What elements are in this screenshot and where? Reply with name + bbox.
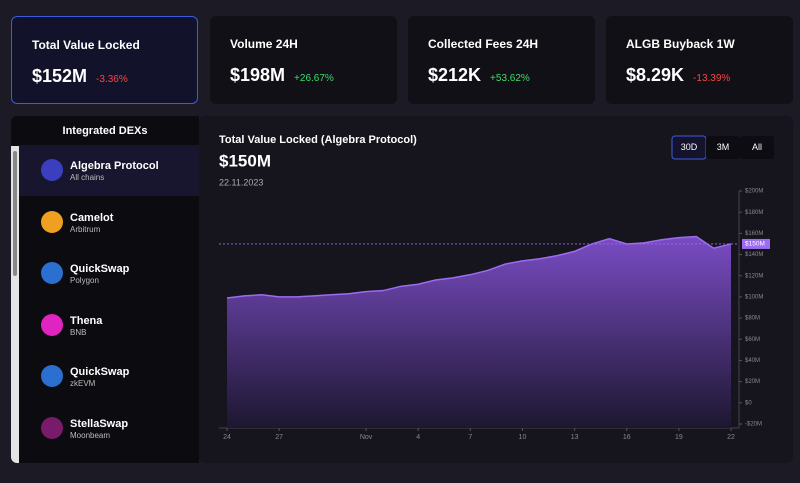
current-value-badge [742,238,770,249]
x-tick-label: 7 [468,434,472,441]
dex-chain: All chains [70,173,105,182]
x-tick-label: 24 [223,434,231,441]
stat-change: -3.36% [96,74,128,85]
dex-item[interactable]: Camelot Arbitrum [19,197,199,248]
chart-title: Total Value Locked (Algebra Protocol) [219,134,417,146]
y-tick-label: $140M [745,252,763,258]
dex-panel-title: Integrated DEXs [62,125,148,137]
dex-icon [41,365,63,387]
range-button-label[interactable]: 30D [681,142,698,152]
current-value-label: $150M [745,241,765,248]
stat-value: $212K [428,65,482,85]
range-button[interactable] [706,136,740,159]
y-tick-label: $200M [745,189,763,195]
y-tick-label: $180M [745,210,763,216]
dex-panel: Integrated DEXs Algebra Protocol All chai… [11,116,199,463]
dex-icon [41,313,63,336]
y-tick-label: $0 [745,400,752,406]
dex-chain: zkEVM [70,379,96,388]
x-tick-label: Nov [360,434,373,441]
stat-card[interactable]: Total Value Locked $152M -3.36% [11,16,198,104]
stat-value: $8.29K [626,65,685,85]
dex-item[interactable]: Algebra Protocol All chains [19,145,199,196]
y-tick-label: $100M [745,294,763,300]
range-button-label[interactable]: All [752,142,762,152]
dex-icon [41,210,63,233]
dex-name: Camelot [70,211,114,224]
x-tick-label: 4 [416,434,420,441]
stat-row: $8.29K -13.39% [626,65,793,86]
dex-name: Algebra Protocol [70,160,159,172]
stat-title: Total Value Locked [32,38,140,52]
y-tick-label: $160M [745,231,763,237]
stat-title: Volume 24H [230,37,298,51]
dex-chain: Moonbeam [70,430,111,440]
stat-change: +26.67% [294,73,334,84]
dex-item[interactable]: Thena BNB [19,300,199,351]
chart: Total Value Locked (Algebra Protocol) $1… [199,116,793,463]
dex-chain: Polygon [70,276,99,285]
dex-name: QuickSwap [70,263,130,275]
chart-date: 22.11.2023 [219,177,263,187]
x-tick-label: 19 [675,434,683,441]
headline-value: $150M [219,151,271,170]
scroll-thumb[interactable] [13,151,17,276]
stat-row: $198M +26.67% [230,65,397,86]
range-button[interactable] [740,136,774,159]
stat-title: Collected Fees 24H [428,37,539,51]
x-tick-label: 22 [727,434,735,441]
x-tick-label: 27 [275,434,283,441]
dex-name: QuickSwap [70,366,130,378]
dex-item[interactable]: QuickSwap zkEVM [19,351,199,402]
y-tick-label: $60M [745,337,760,343]
dex-name: StellaSwap [70,417,129,430]
scrollbar[interactable] [11,146,19,463]
dex-chain: Arbitrum [70,224,101,234]
range-button-label[interactable]: 3M [717,142,730,152]
dex-icon [41,262,63,284]
y-tick-label: $120M [745,273,763,279]
stat-title: ALGB Buyback 1W [626,37,735,51]
dex-item[interactable]: QuickSwap Polygon [19,248,199,299]
stat-row: $212K +53.62% [428,65,595,86]
dex-item[interactable]: StellaSwap Moonbeam [19,403,199,454]
stat-change: -13.39% [693,73,731,84]
y-tick-label: $20M [745,379,760,385]
stat-card[interactable]: ALGB Buyback 1W $8.29K -13.39% [606,16,793,104]
y-tick-label: $40M [745,358,760,364]
stat-value: $198M [230,65,286,85]
line [226,235,732,299]
dex-icon [41,159,63,181]
x-tick-label: 13 [571,434,579,441]
stat-change: +53.62% [490,73,530,84]
dex-icon [41,416,63,439]
area [227,236,732,428]
x-tick-label: 10 [519,434,527,441]
stat-row: $152M -3.36% [32,66,197,87]
stat-card[interactable]: Volume 24H $198M +26.67% [210,16,397,104]
x-tick-label: 16 [623,434,631,441]
stat-value: $152M [32,66,88,86]
y-tick-label: $80M [745,316,760,322]
dex-chain: BNB [70,327,87,337]
stat-card[interactable]: Collected Fees 24H $212K +53.62% [408,16,595,104]
y-tick-label: -$20M [745,422,762,428]
dex-name: Thena [70,314,103,327]
